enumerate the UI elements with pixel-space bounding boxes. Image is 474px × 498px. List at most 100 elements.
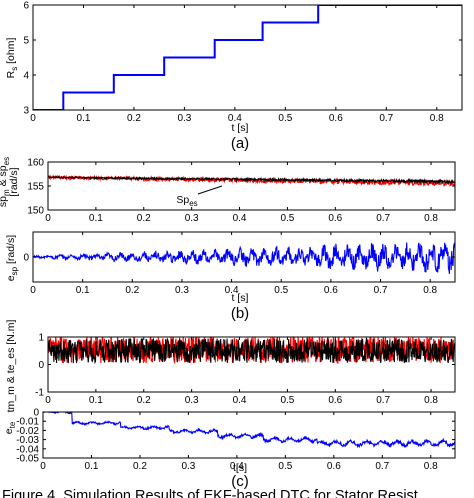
xtick-label-0-3: 0.3	[177, 113, 191, 124]
xtick-label-2-8: 0.8	[423, 285, 437, 296]
plot-frame-1	[47, 161, 456, 211]
xtick-label-4-1: 0.1	[85, 461, 99, 472]
panel-c-label: (c)	[231, 473, 249, 490]
xtick-label-0-2: 0.2	[127, 113, 141, 124]
panel-b-error-ylabel-tail: [rad/s]	[5, 235, 17, 267]
ytick-label-4-5: 0	[33, 408, 39, 419]
ytick-label-4-0: -0.05	[16, 454, 39, 465]
xtick-label-3-1: 0.1	[89, 395, 103, 406]
xtick-label-1-5: 0.5	[280, 213, 294, 224]
panel-a-label: (a)	[231, 135, 249, 152]
xtick-label-1-2: 0.2	[137, 213, 151, 224]
series-line-0-0	[33, 5, 462, 110]
panel-b-label: (b)	[231, 305, 249, 322]
panel-c-error-ylabel-main: e	[3, 428, 15, 434]
xtick-label-0-6: 0.6	[329, 113, 343, 124]
panel-a-xlabel: t [s]	[232, 122, 249, 134]
plot-frame-4	[42, 411, 456, 459]
ytick-label-4-1: -0.04	[16, 444, 39, 455]
xtick-label-4-5: 0.5	[278, 461, 292, 472]
panel-c-torque-plot: 0 0.1 0.2 0.3 0.4 0.5 0.6 0.7 0.8-101	[35, 333, 456, 406]
panel-b-speed-ylabel-es: es	[2, 157, 11, 165]
panel-b-speed-annotation-sub: es	[189, 199, 197, 208]
xtick-label-3-6: 0.6	[328, 395, 342, 406]
panel-b-error-ylabel: esp [rad/s]	[5, 235, 19, 281]
series-line-3-1	[48, 337, 455, 365]
ytick-label-0-0: 3	[23, 106, 29, 117]
xtick-label-1-0: 0	[45, 213, 51, 224]
panel-b-error-ylabel-text: esp [rad/s]	[5, 235, 19, 281]
ytick-label-4-3: -0.02	[16, 426, 39, 437]
xtick-label-2-1: 0.1	[76, 285, 90, 296]
series-line-2-0	[33, 241, 455, 274]
ytick-label-4-4: -0.01	[16, 417, 39, 428]
series-group-4	[43, 412, 455, 449]
series-group-2	[33, 241, 455, 274]
ytick-label-1-1: 155	[27, 182, 44, 193]
panel-c-xlabel: t[s]	[233, 462, 247, 474]
xtick-label-2-7: 0.7	[374, 285, 388, 296]
panel-c-error-ylabel-sub: te	[8, 421, 17, 428]
ytick-label-4-2: -0.03	[16, 435, 39, 446]
xtick-label-0-4: 0.4	[228, 113, 242, 124]
ytick-label-3-0: -1	[35, 388, 44, 399]
xtick-label-1-1: 0.1	[89, 213, 103, 224]
xtick-label-0-1: 0.1	[77, 113, 91, 124]
xtick-label-1-8: 0.8	[424, 213, 438, 224]
xtick-label-2-4: 0.4	[225, 285, 239, 296]
panel-b-speed-ylabel-unit-text: [rad/s]	[8, 167, 20, 196]
panel-a-ylabel-main: R	[5, 70, 17, 78]
panel-b-speed-annotation-main: Sp	[176, 194, 189, 206]
plot-frame-0	[32, 4, 463, 111]
xtick-label-4-3: 0.3	[181, 461, 195, 472]
ytick-label-1-0: 150	[27, 206, 44, 217]
ytick-label-2-0: 0	[23, 253, 29, 264]
series-group-1	[48, 173, 455, 188]
panel-b-speed-ylabel-and: & sp	[0, 165, 9, 189]
ytick-label-0-2: 5	[23, 36, 29, 47]
xtick-label-4-0: 0	[40, 461, 46, 472]
xtick-label-0-7: 0.7	[379, 113, 393, 124]
panel-a: Rs [ohm] 0 0.1 0.2 0.3 0.4 0.5 0.6 0.7 0.8 3 4 5 6 t…	[5, 1, 463, 152]
panel-b-error: esp [rad/s] 0 0.1 0.2 0.3 0.4 0.5 0.6 0.7 0.8 0 t…	[5, 231, 456, 322]
ytick-label-0-1: 4	[23, 71, 29, 82]
panel-b-speed-plot: 0 0.1 0.2 0.3 0.4 0.5 0.6 0.7 0.8 150 155 160	[27, 158, 456, 224]
panel-c-torque: tm_m & te_es [N.m] 0 0.1 0.2 0.3 0.4 0.5 0.6 0.…	[5, 320, 456, 413]
xtick-label-2-6: 0.6	[324, 285, 338, 296]
xtick-label-4-7: 0.7	[375, 461, 389, 472]
xtick-label-4-6: 0.6	[327, 461, 341, 472]
xtick-label-2-0: 0	[30, 285, 36, 296]
series-group-0	[33, 5, 462, 110]
xtick-label-3-2: 0.2	[137, 395, 151, 406]
panel-a-ylabel: Rs [ohm]	[5, 38, 19, 79]
panel-b-speed: spm & spes [rad/s] 00.10.20.30.40.50.60.…	[0, 157, 456, 224]
xtick-label-1-3: 0.3	[185, 213, 199, 224]
panel-c-error-plot: 0 0.1 0.2 0.3 0.4 0.5 0.6 0.7 0.8 -0.05-0.04-0.03…	[16, 408, 456, 472]
xtick-label-1-7: 0.7	[376, 213, 390, 224]
xtick-label-3-5: 0.5	[280, 395, 294, 406]
panel-a-ylabel-text: Rs [ohm]	[5, 38, 19, 79]
xtick-label-3-3: 0.3	[185, 395, 199, 406]
xtick-label-3-8: 0.8	[424, 395, 438, 406]
panel-c-error-ylabel-text: ete	[3, 421, 17, 434]
xtick-label-3-0: 0	[45, 395, 51, 406]
xtick-label-2-5: 0.5	[274, 285, 288, 296]
panel-c-error-ylabel: ete	[3, 421, 17, 434]
panel-b-speed-ylabel-line1: spm & spes	[0, 157, 11, 207]
panel-b-speed-ylabel-unit: [rad/s]	[8, 167, 20, 196]
xtick-label-1-6: 0.6	[328, 213, 342, 224]
xtick-label-3-4: 0.4	[233, 395, 247, 406]
panel-a-plot: 0 0.1 0.2 0.3 0.4 0.5 0.6 0.7 0.8 3 4 5 6	[23, 1, 463, 124]
panel-b-error-plot: 0 0.1 0.2 0.3 0.4 0.5 0.6 0.7 0.8 0	[23, 231, 456, 296]
panel-b-speed-ylabel: spm & spes	[0, 157, 11, 207]
series-line-4-0	[43, 412, 455, 449]
panel-b-xlabel: t [s]	[232, 292, 249, 304]
series-group-3	[48, 337, 455, 365]
panel-c-torque-ylabel-text: tm_m & te_es [N.m]	[5, 320, 17, 413]
xtick-label-4-8: 0.8	[424, 461, 438, 472]
ytick-label-1-2: 160	[27, 158, 44, 169]
figure-caption: Figure 4. Simulation Results of EKF-base…	[2, 488, 418, 498]
xtick-label-2-2: 0.2	[125, 285, 139, 296]
xtick-label-0-5: 0.5	[278, 113, 292, 124]
